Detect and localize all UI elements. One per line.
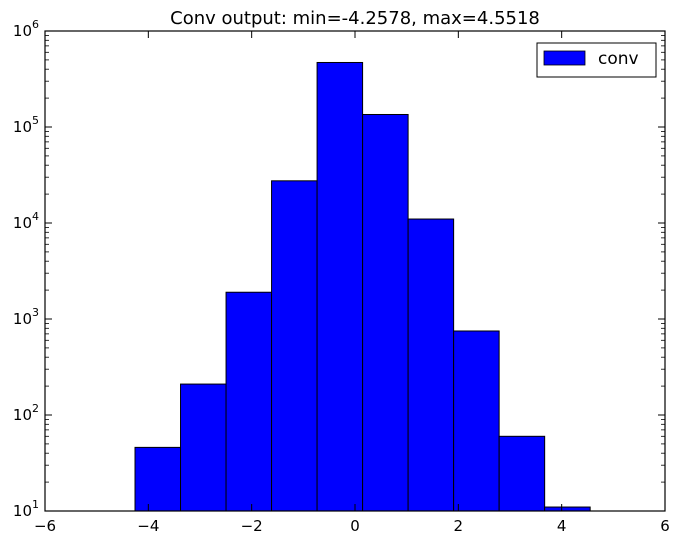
plot-frame xyxy=(44,30,666,512)
histogram-bars xyxy=(134,61,591,512)
x-tick-label: −2 xyxy=(241,517,263,535)
legend-label-conv: conv xyxy=(598,49,639,69)
x-tick-label: 2 xyxy=(454,517,464,535)
x-tick-label: 4 xyxy=(557,517,567,535)
histogram-bar xyxy=(362,113,409,512)
x-tick-label: 6 xyxy=(660,517,670,535)
x-tick-label: 0 xyxy=(350,517,360,535)
x-tick-label: −4 xyxy=(137,517,159,535)
x-tick-label: −6 xyxy=(34,517,56,535)
histogram-bar xyxy=(134,446,182,512)
histogram-bar xyxy=(498,435,546,512)
histogram-bar xyxy=(316,61,364,512)
y-tick-label: 104 xyxy=(13,210,39,232)
histogram-bar xyxy=(453,330,500,512)
y-tick-label: 105 xyxy=(13,114,39,136)
legend: conv xyxy=(536,42,657,78)
y-tick-label: 102 xyxy=(13,402,39,424)
y-tick-label: 106 xyxy=(13,18,39,40)
y-tick-label: 101 xyxy=(13,498,39,520)
histogram-bar xyxy=(271,180,318,512)
chart-title: Conv output: min=-4.2578, max=4.5518 xyxy=(170,8,540,29)
legend-swatch-conv xyxy=(543,50,586,66)
histogram-bar xyxy=(180,383,227,512)
y-tick-label: 103 xyxy=(13,306,39,328)
histogram-bar xyxy=(225,291,273,512)
histogram-bar xyxy=(407,218,455,512)
